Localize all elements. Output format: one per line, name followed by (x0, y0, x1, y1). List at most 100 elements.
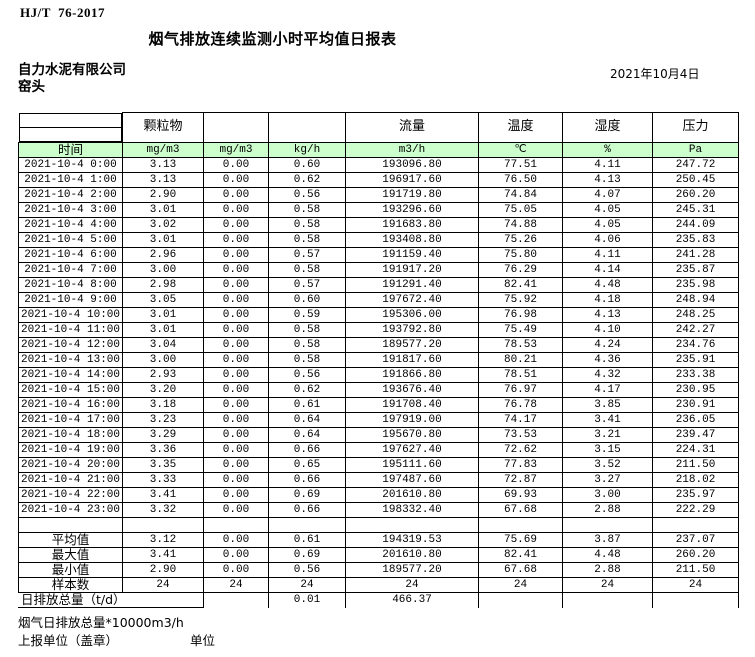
cell-value: 3.20 (122, 381, 204, 398)
summary-value: 0.69 (268, 546, 346, 563)
cell-value: 67.68 (478, 501, 563, 518)
cell-value: 3.52 (562, 456, 653, 473)
cell-value: 260.20 (652, 186, 739, 203)
cell-value: 0.00 (203, 216, 269, 233)
table-summary-row: 平均值 3.12 0.00 0.61 194319.53 75.69 3.87 237.07 (18, 531, 739, 548)
summary-value: 0.61 (268, 531, 346, 548)
table-total-row: 日排放总量（t/d） 0.01 466.37 (18, 592, 739, 608)
summary-value: 3.87 (562, 531, 653, 548)
cell-time: 2021-10-4 17:00 (18, 411, 123, 428)
summary-value: 3.12 (122, 531, 204, 548)
cell-value: 195670.80 (345, 426, 479, 443)
spacer-cell (345, 516, 479, 533)
cell-value: 0.00 (203, 396, 269, 413)
cell-value: 82.41 (478, 276, 563, 293)
cell-value: 0.00 (203, 486, 269, 503)
company-block: 自力水泥有限公司 窑头 (18, 62, 126, 96)
cell-time: 2021-10-4 1:00 (18, 171, 123, 188)
cell-value: 3.29 (122, 426, 204, 443)
cell-value: 191708.40 (345, 396, 479, 413)
cell-value: 201610.80 (345, 486, 479, 503)
cell-value: 74.88 (478, 216, 563, 233)
cell-value: 77.51 (478, 156, 563, 173)
table-row: 2021-10-4 14:00 2.93 0.00 0.56 191866.80 78.5… (18, 366, 739, 383)
cell-value: 75.80 (478, 246, 563, 263)
header-unit-cell: mg/m3 (122, 141, 204, 158)
total-pres (652, 592, 739, 607)
cell-value: 0.60 (268, 156, 346, 173)
cell-value: 235.97 (652, 486, 739, 503)
table-row: 2021-10-4 11:00 3.01 0.00 0.58 193792.80 75.4… (18, 321, 739, 338)
cell-value: 196917.60 (345, 171, 479, 188)
table-header-group-row: 颗粒物 流量 温度 湿度 压力 (18, 112, 739, 143)
cell-value: 0.00 (203, 306, 269, 323)
cell-value: 0.58 (268, 216, 346, 233)
header-group-cell: 湿度 (562, 112, 653, 143)
cell-value: 230.95 (652, 381, 739, 398)
cell-value: 4.13 (562, 171, 653, 188)
total-flow: 466.37 (345, 592, 479, 607)
cell-value: 0.66 (268, 471, 346, 488)
cell-value: 72.87 (478, 471, 563, 488)
spacer-cell (268, 516, 346, 533)
cell-value: 0.00 (203, 426, 269, 443)
header-corner-cell (18, 112, 123, 143)
cell-value: 191291.40 (345, 276, 479, 293)
header-unit-cell: ℃ (478, 141, 563, 158)
cell-value: 0.64 (268, 426, 346, 443)
table-row: 2021-10-4 21:00 3.33 0.00 0.66 197487.60 72.8… (18, 471, 739, 488)
table-row: 2021-10-4 19:00 3.36 0.00 0.66 197627.40 72.6… (18, 441, 739, 458)
cell-value: 80.21 (478, 351, 563, 368)
cell-value: 3.41 (122, 486, 204, 503)
cell-time: 2021-10-4 11:00 (18, 321, 123, 338)
header-group-cell: 压力 (652, 112, 739, 143)
cell-value: 0.00 (203, 246, 269, 263)
cell-value: 0.64 (268, 411, 346, 428)
summary-value: 201610.80 (345, 546, 479, 563)
table-row: 2021-10-4 9:00 3.05 0.00 0.60 197672.40 75.92… (18, 291, 739, 308)
cell-time: 2021-10-4 20:00 (18, 456, 123, 473)
cell-value: 4.36 (562, 351, 653, 368)
cell-value: 235.87 (652, 261, 739, 278)
cell-time: 2021-10-4 8:00 (18, 276, 123, 293)
cell-value: 0.00 (203, 471, 269, 488)
header-unit-cell: 时间 (18, 141, 123, 158)
cell-value: 218.02 (652, 471, 739, 488)
cell-value: 2.88 (562, 501, 653, 518)
cell-time: 2021-10-4 13:00 (18, 351, 123, 368)
cell-time: 2021-10-4 18:00 (18, 426, 123, 443)
cell-value: 242.27 (652, 321, 739, 338)
cell-value: 3.05 (122, 291, 204, 308)
summary-value: 4.48 (562, 546, 653, 563)
cell-value: 4.13 (562, 306, 653, 323)
cell-value: 0.58 (268, 321, 346, 338)
summary-value: 24 (268, 576, 346, 593)
cell-time: 2021-10-4 2:00 (18, 186, 123, 203)
cell-value: 3.04 (122, 336, 204, 353)
cell-time: 2021-10-4 4:00 (18, 216, 123, 233)
cell-value: 241.28 (652, 246, 739, 263)
cell-value: 4.05 (562, 216, 653, 233)
cell-value: 0.56 (268, 186, 346, 203)
cell-value: 0.00 (203, 291, 269, 308)
cell-value: 0.62 (268, 171, 346, 188)
table-row: 2021-10-4 16:00 3.18 0.00 0.61 191708.40 76.7… (18, 396, 739, 413)
table-row: 2021-10-4 0:00 3.13 0.00 0.60 193096.80 77.51… (18, 156, 739, 173)
cell-value: 4.06 (562, 231, 653, 248)
header-group-cell: 颗粒物 (122, 112, 204, 143)
cell-value: 75.26 (478, 231, 563, 248)
cell-value: 3.01 (122, 306, 204, 323)
cell-value: 2.96 (122, 246, 204, 263)
reporting-unit-label: 上报单位（盖章） (18, 633, 119, 648)
summary-label: 最大值 (18, 546, 123, 563)
summary-value: 237.07 (652, 531, 739, 548)
table-row: 2021-10-4 20:00 3.35 0.00 0.65 195111.60 77.8… (18, 456, 739, 473)
cell-value: 248.25 (652, 306, 739, 323)
cell-value: 4.07 (562, 186, 653, 203)
cell-time: 2021-10-4 23:00 (18, 501, 123, 518)
header-unit-cell: Pa (652, 141, 739, 158)
cell-value: 78.51 (478, 366, 563, 383)
cell-value: 0.61 (268, 396, 346, 413)
header-group-cell: 流量 (345, 112, 479, 143)
company-unit: 窑头 (18, 79, 45, 95)
